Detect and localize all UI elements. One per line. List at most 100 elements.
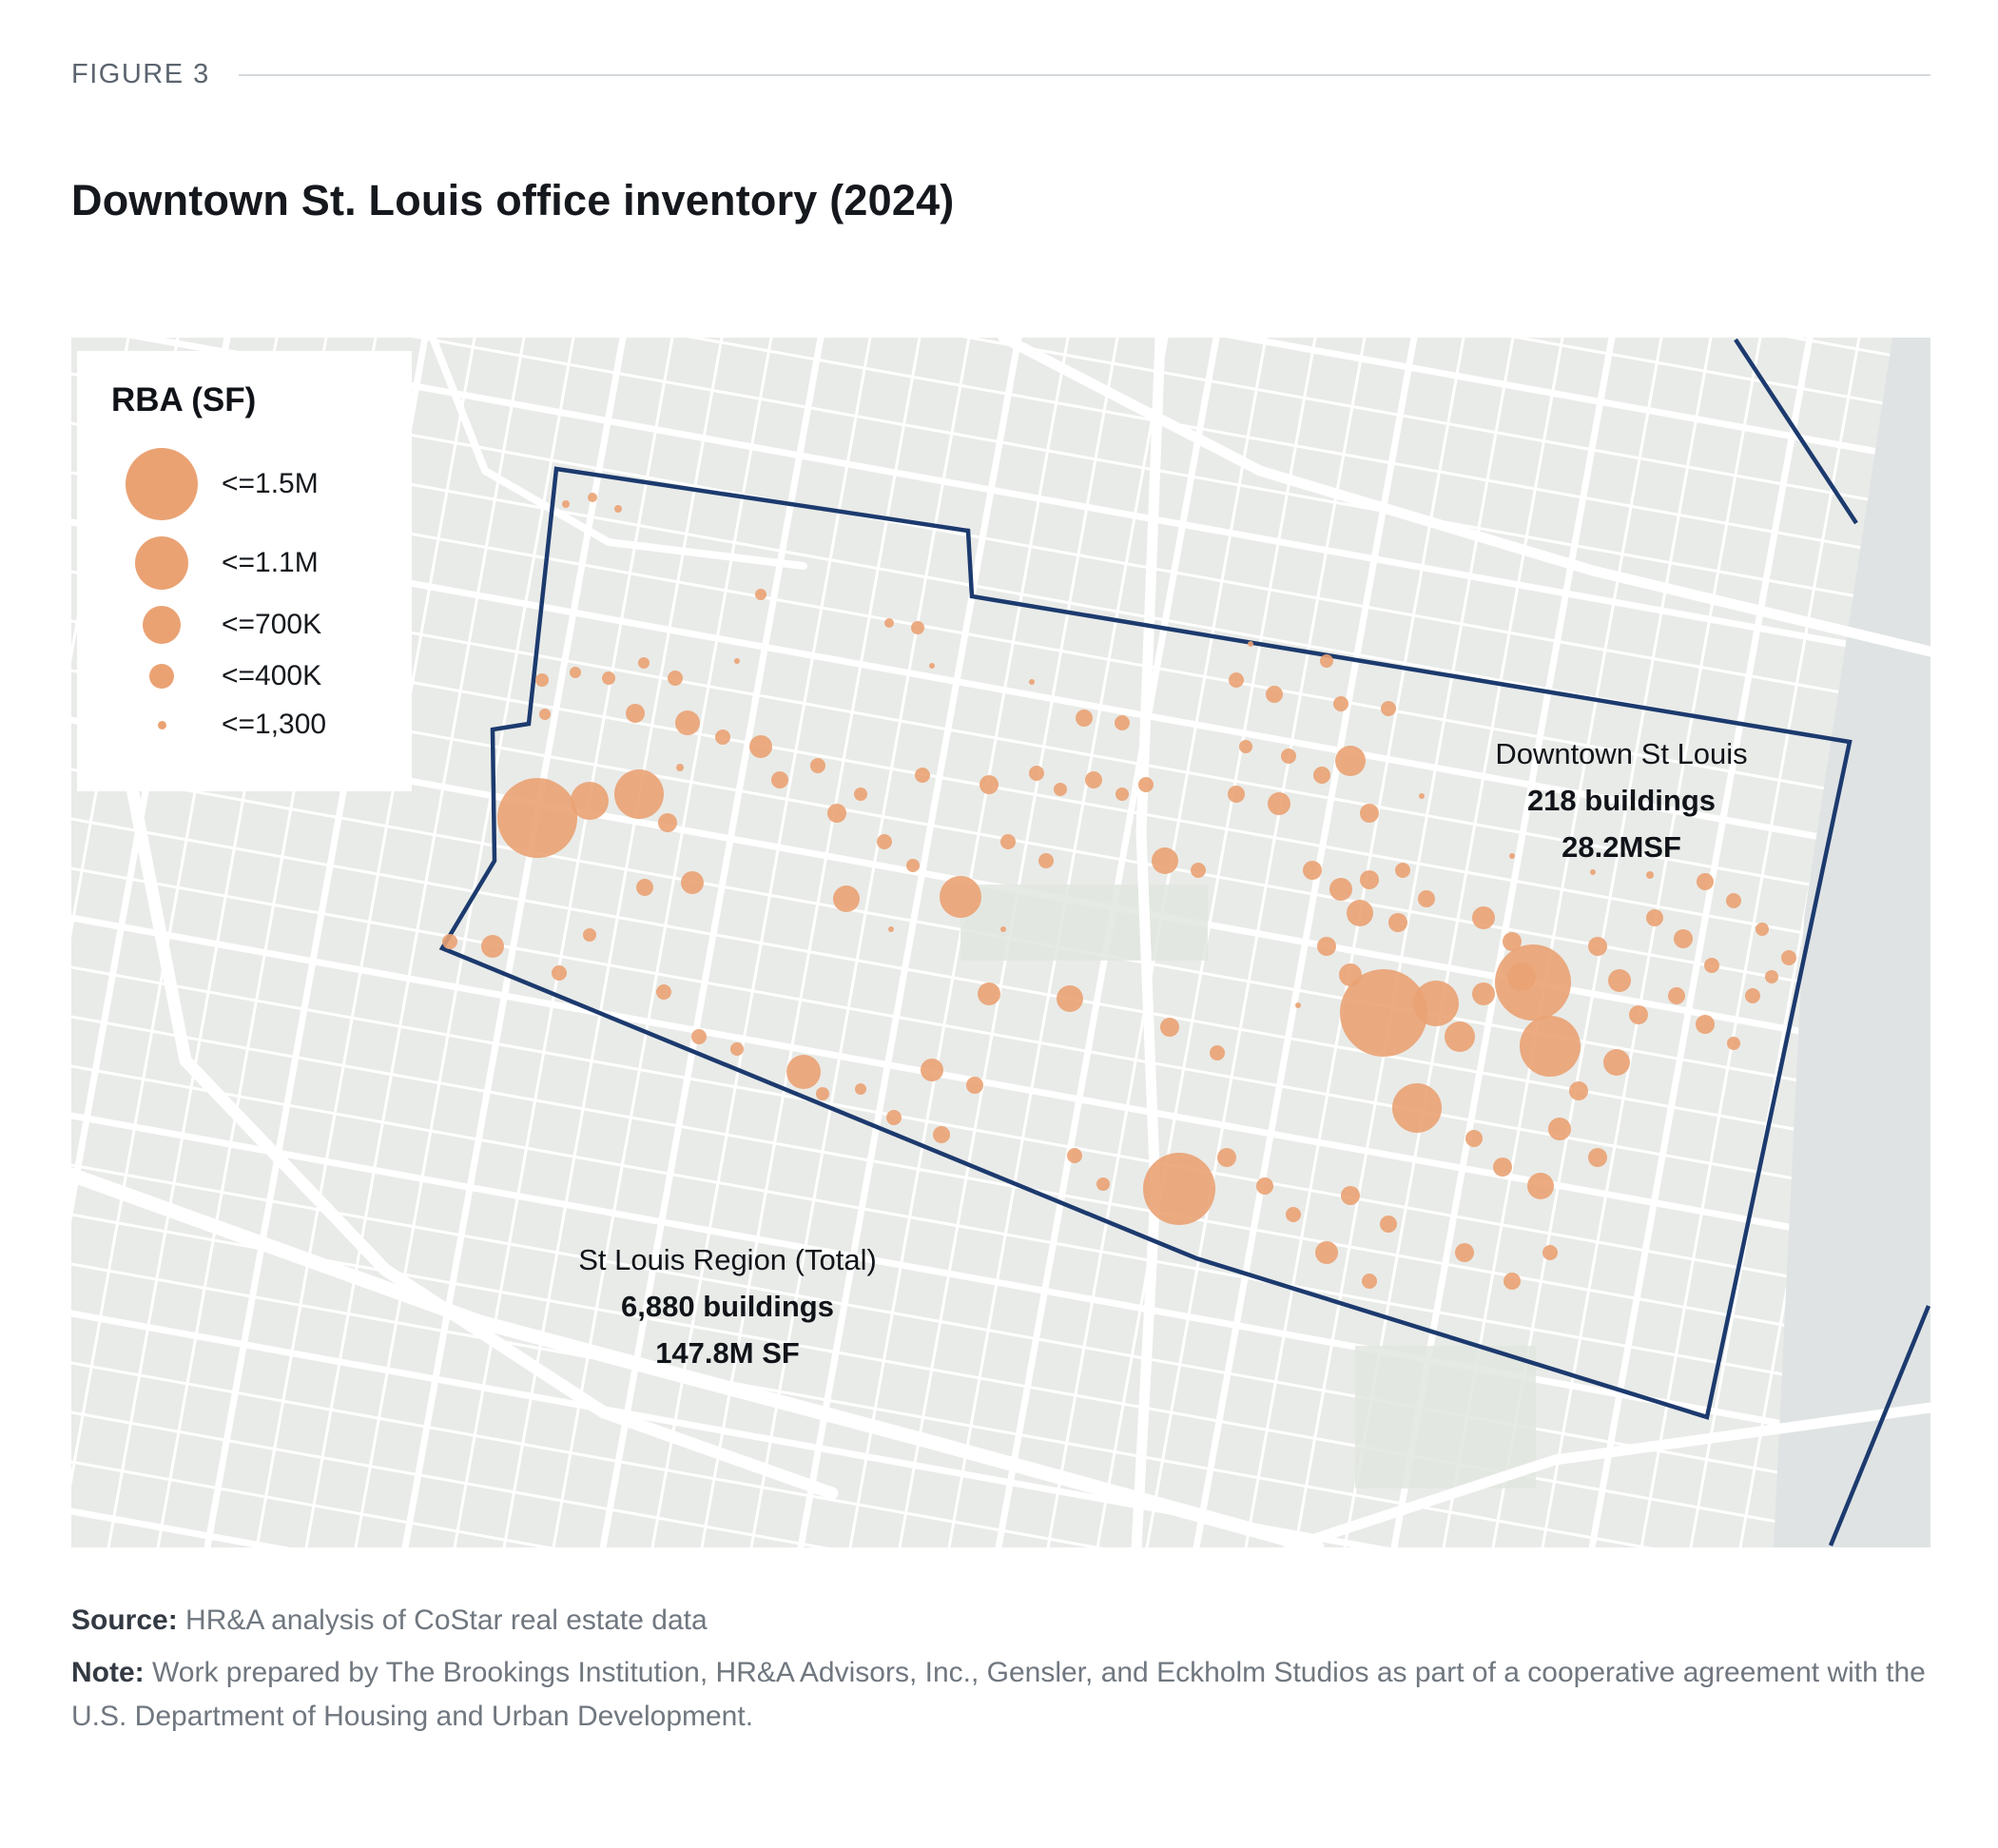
building-bubble: [1115, 715, 1130, 730]
building-bubble: [1509, 853, 1515, 859]
building-bubble: [1493, 1157, 1512, 1177]
building-bubble: [1333, 696, 1348, 711]
building-bubble: [1765, 970, 1778, 983]
building-bubble: [1085, 771, 1102, 788]
building-bubbles: [442, 493, 1796, 1290]
building-bubble: [1360, 804, 1379, 823]
building-bubble: [1388, 913, 1407, 932]
building-bubble: [1381, 701, 1396, 716]
building-bubble: [771, 771, 788, 788]
building-bubble: [1057, 985, 1083, 1012]
river-boundary-segment: [1734, 338, 1858, 525]
bubble-size-icon: [157, 720, 166, 729]
downtown-boundary: [438, 466, 1853, 1420]
building-bubble: [1256, 1177, 1273, 1195]
building-bubble: [1392, 1083, 1442, 1133]
building-bubble: [658, 813, 677, 832]
building-bubble: [1603, 1049, 1630, 1076]
building-bubble: [1341, 1186, 1360, 1205]
building-bubble: [1268, 792, 1290, 815]
building-bubble: [1455, 1243, 1474, 1262]
building-bubble: [1745, 988, 1760, 1003]
river-boundary-segment: [1828, 1305, 1930, 1546]
building-bubble: [1781, 950, 1796, 965]
region-annotation-rba: 147.8M SF: [655, 1335, 800, 1370]
building-bubble: [1229, 672, 1244, 688]
note-label: Note:: [71, 1656, 145, 1688]
legend-row: <=700K: [111, 606, 389, 644]
building-bubble: [1726, 893, 1741, 908]
building-bubble: [1115, 788, 1129, 801]
building-bubble: [929, 663, 935, 669]
region-annotation-name: St Louis Region (Total): [578, 1243, 877, 1276]
legend-row: <=400K: [111, 660, 389, 692]
building-bubble: [588, 493, 597, 502]
building-bubble: [636, 879, 653, 896]
legend-title: RBA (SF): [111, 381, 257, 418]
building-bubble: [676, 764, 684, 771]
legend-label: <=1.5M: [222, 468, 319, 499]
building-bubble: [1000, 834, 1016, 849]
building-bubble: [1248, 641, 1253, 647]
map-canvas: RBA (SF) <=1.5M <=1.1M <=700K <=400K <=1…: [71, 338, 1930, 1547]
building-bubble: [1646, 909, 1663, 926]
building-bubble: [497, 778, 577, 858]
building-bubble: [1674, 929, 1693, 948]
building-bubble: [1503, 932, 1522, 951]
legend-cell: [111, 606, 212, 644]
legend-label: <=400K: [222, 660, 322, 691]
downtown-annotation-buildings: 218 buildings: [1526, 783, 1717, 817]
building-bubble: [614, 505, 622, 513]
building-bubble: [1727, 1037, 1740, 1050]
building-bubble: [1347, 900, 1373, 926]
building-bubble: [691, 1029, 707, 1044]
building-bubble: [1096, 1177, 1110, 1191]
downtown-annotation: Downtown St Louis 218 buildings 28.2MSF: [1431, 731, 1812, 871]
building-bubble: [1668, 987, 1685, 1004]
map-svg: [71, 338, 1930, 1547]
region-annotation: St Louis Region (Total) 6,880 buildings …: [511, 1237, 944, 1377]
building-bubble: [1629, 1005, 1648, 1024]
legend-row: <=1.5M: [111, 448, 389, 520]
legend-cell: [111, 448, 212, 520]
park-block: [1355, 1346, 1536, 1488]
building-bubble: [1697, 873, 1714, 890]
building-bubble: [602, 671, 615, 685]
building-bubble: [1038, 853, 1054, 868]
building-bubble: [535, 673, 549, 687]
figure-label: FIGURE 3: [71, 59, 210, 89]
building-bubble: [1191, 863, 1206, 878]
building-bubble: [1281, 749, 1296, 764]
building-bubble: [1413, 981, 1459, 1026]
building-bubble: [552, 965, 567, 981]
legend-label: <=1,300: [222, 709, 327, 740]
building-bubble: [1472, 982, 1495, 1005]
building-bubble: [1138, 777, 1154, 792]
building-bubble: [1419, 793, 1425, 799]
building-bubble: [562, 500, 570, 508]
park-block: [960, 885, 1208, 961]
building-bubble: [656, 984, 671, 1000]
building-bubble: [1217, 1148, 1236, 1167]
building-bubble: [921, 1059, 943, 1081]
building-bubble: [1362, 1274, 1377, 1289]
figure-footer: Source: HR&A analysis of CoStar real est…: [71, 1599, 1931, 1740]
building-bubble: [816, 1087, 829, 1100]
building-bubble: [442, 934, 457, 949]
building-bubble: [1380, 1216, 1397, 1233]
legend-label: <=700K: [222, 609, 322, 640]
building-bubble: [1152, 847, 1178, 874]
building-bubble: [1542, 1245, 1558, 1260]
building-bubble: [827, 804, 846, 823]
building-bubble: [481, 935, 504, 958]
building-bubble: [1646, 871, 1654, 879]
building-bubble: [715, 729, 730, 745]
building-bubble: [1054, 783, 1067, 796]
building-bubble: [1395, 863, 1410, 878]
figure-rule: [238, 73, 1930, 76]
building-bubble: [1608, 969, 1631, 992]
legend-cell: [111, 536, 212, 590]
building-bubble: [915, 768, 930, 783]
source-text: HR&A analysis of CoStar real estate data: [185, 1605, 708, 1636]
